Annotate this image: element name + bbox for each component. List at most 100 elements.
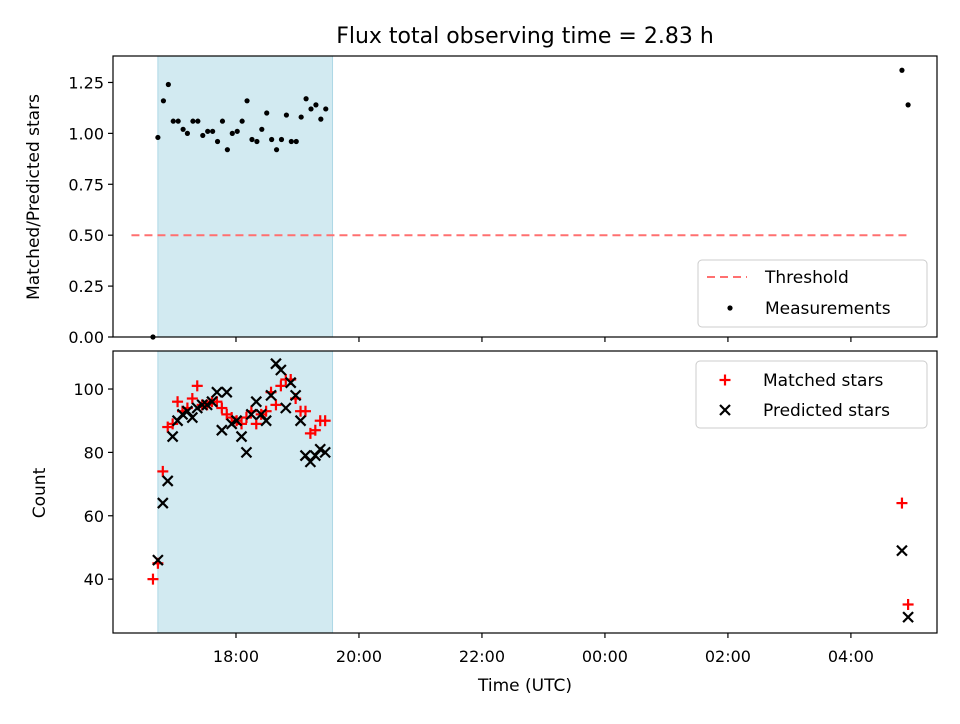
measurement-point bbox=[905, 102, 911, 108]
bottom-x-tick-label: 02:00 bbox=[705, 647, 751, 666]
bottom-shaded-region bbox=[157, 350, 334, 634]
measurement-points bbox=[150, 67, 911, 340]
top-y-tick-label: 0.50 bbox=[68, 226, 104, 245]
matched-star-point bbox=[191, 380, 203, 392]
matched-star-point bbox=[299, 405, 311, 417]
top-y-ticks: 0.00 0.25 0.50 0.75 1.00 1.25 bbox=[68, 73, 113, 347]
predicted-star-point bbox=[211, 386, 223, 398]
matched-star-point bbox=[147, 573, 159, 585]
predicted-star-point bbox=[319, 446, 331, 459]
matched-star-point bbox=[167, 418, 179, 430]
measurement-point bbox=[269, 136, 275, 143]
measurement-point bbox=[184, 130, 191, 136]
matched-star-point bbox=[896, 497, 908, 509]
measurement-point bbox=[160, 98, 167, 104]
predicted-star-point bbox=[265, 389, 277, 402]
predicted-star-point bbox=[284, 376, 297, 389]
measurement-point bbox=[278, 136, 285, 143]
measurement-point bbox=[249, 136, 255, 143]
bottom-y-tick-label: 100 bbox=[73, 380, 104, 399]
matched-legend-label: Matched stars bbox=[763, 371, 883, 391]
measurement-point bbox=[214, 138, 221, 145]
top-y-axis-label: Matched/Predicted stars bbox=[24, 94, 44, 300]
predicted-legend-swatch bbox=[719, 404, 731, 416]
bottom-y-tick-label: 80 bbox=[84, 443, 104, 462]
matched-star-point bbox=[319, 415, 331, 427]
predicted-star-point bbox=[235, 430, 248, 443]
predicted-star-point bbox=[896, 544, 908, 557]
bottom-y-axis-label: Count bbox=[30, 467, 50, 518]
predicted-star-point bbox=[152, 554, 164, 566]
bottom-x-tick-label: 00:00 bbox=[582, 647, 628, 666]
measurement-point bbox=[234, 128, 240, 134]
bottom-y-tick-label: 40 bbox=[84, 570, 104, 589]
measurement-point bbox=[313, 102, 319, 108]
bottom-panel: 40 60 80 100 18:00 20:00 22:00 00:00 02:00 04:00… bbox=[30, 350, 938, 696]
matched-star-point bbox=[157, 465, 169, 477]
top-legend-box bbox=[697, 259, 928, 328]
measurement-point bbox=[219, 118, 226, 124]
bottom-y-ticks: 40 60 80 100 bbox=[73, 380, 113, 589]
top-y-tick-label: 1.25 bbox=[68, 73, 104, 92]
measurement-point bbox=[298, 114, 304, 120]
predicted-star-point bbox=[206, 395, 218, 408]
measurement-point bbox=[239, 118, 245, 124]
predicted-star-point bbox=[260, 414, 272, 427]
threshold-legend-label: Threshold bbox=[764, 268, 849, 288]
count-points bbox=[147, 357, 914, 623]
measurement-point bbox=[273, 147, 280, 153]
bottom-axes-frame bbox=[112, 350, 938, 634]
measurement-point bbox=[318, 116, 324, 122]
predicted-legend-label: Predicted stars bbox=[763, 401, 890, 421]
top-axes-frame bbox=[112, 55, 938, 338]
measurement-point bbox=[899, 67, 905, 73]
chart-title: Flux total observing time = 2.83 h bbox=[336, 24, 714, 49]
top-y-tick-label: 0.00 bbox=[68, 328, 104, 347]
bottom-x-tick-label: 22:00 bbox=[459, 647, 505, 666]
measurement-point bbox=[293, 138, 299, 145]
matched-star-point bbox=[260, 405, 272, 417]
measurement-point bbox=[244, 98, 250, 104]
x-axis-label: Time (UTC) bbox=[477, 676, 572, 696]
measurement-point bbox=[155, 134, 161, 141]
bottom-x-tick-label: 04:00 bbox=[828, 647, 874, 666]
bottom-x-tick-label: 20:00 bbox=[336, 647, 382, 666]
predicted-star-point bbox=[216, 424, 228, 436]
bottom-x-tick-label: 18:00 bbox=[213, 647, 259, 666]
measurement-point bbox=[224, 147, 230, 153]
measurement-point bbox=[254, 138, 260, 145]
measurement-point bbox=[259, 126, 265, 132]
matched-star-point bbox=[172, 396, 184, 408]
measurement-point bbox=[288, 138, 294, 145]
measurement-point bbox=[303, 96, 309, 102]
predicted-star-point bbox=[230, 414, 243, 427]
predicted-star-point bbox=[220, 386, 233, 398]
matched-star-point bbox=[902, 598, 914, 610]
matched-star-point bbox=[275, 380, 287, 392]
measurement-point bbox=[170, 118, 176, 124]
measurement-point bbox=[283, 112, 290, 118]
predicted-star-point bbox=[186, 411, 199, 424]
bottom-legend-box bbox=[695, 360, 928, 429]
measurement-point bbox=[190, 118, 196, 124]
top-x-ticks bbox=[235, 337, 852, 342]
bottom-y-tick-label: 60 bbox=[84, 507, 104, 526]
bottom-x-ticks: 18:00 20:00 22:00 00:00 02:00 04:00 bbox=[213, 633, 874, 666]
measurement-point bbox=[165, 81, 171, 88]
measurements-legend-swatch bbox=[727, 305, 733, 311]
measurement-point bbox=[323, 106, 329, 112]
measurement-point bbox=[264, 110, 270, 116]
predicted-star-point bbox=[240, 446, 253, 459]
predicted-star-point bbox=[250, 395, 263, 408]
top-panel: 0.00 0.25 0.50 0.75 1.00 1.25 Matched/Predict… bbox=[24, 55, 938, 347]
measurement-point bbox=[175, 118, 181, 124]
bottom-legend: Matched stars Predicted stars bbox=[695, 360, 928, 429]
top-legend: Threshold Measurements bbox=[697, 259, 928, 328]
matched-legend-swatch bbox=[719, 374, 731, 386]
predicted-star-point bbox=[245, 408, 258, 421]
predicted-star-point bbox=[166, 430, 179, 443]
matched-star-point bbox=[236, 418, 248, 430]
measurement-point bbox=[200, 132, 206, 139]
measurement-point bbox=[210, 128, 216, 134]
